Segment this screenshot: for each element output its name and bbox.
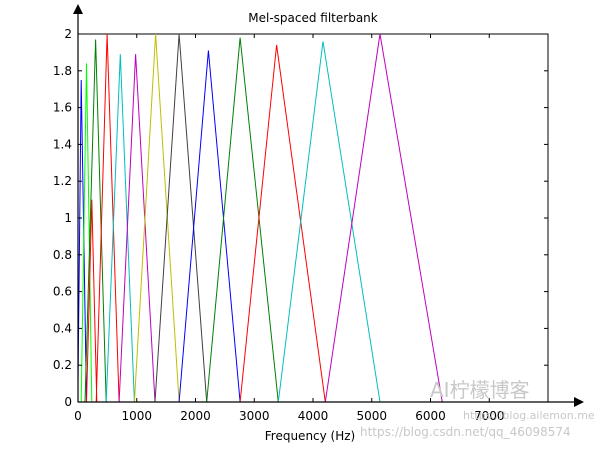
filter-curve-7 — [118, 54, 156, 403]
filter-curve-11 — [206, 37, 279, 403]
filter-curve-9 — [154, 33, 208, 403]
x-tick-label: 1000 — [121, 409, 152, 423]
y-tick-label: 1.8 — [53, 64, 72, 78]
watermark-csdn: https://blog.csdn.net/qq_46098574 — [360, 425, 571, 439]
filter-curve-10 — [178, 50, 241, 403]
filter-curve-1 — [77, 79, 87, 403]
filter-curve-2 — [80, 63, 93, 403]
x-tick-label: 5000 — [356, 409, 387, 423]
y-tick-label: 0.8 — [53, 248, 72, 262]
y-tick-label: 1.6 — [53, 101, 72, 115]
filter-curve-4 — [84, 39, 107, 403]
y-tick-label: 1.4 — [53, 137, 72, 151]
x-tick-label: 6000 — [415, 409, 446, 423]
filter-curve-13 — [277, 41, 381, 403]
y-axis-arrow — [73, 4, 83, 14]
x-tick-label: 3000 — [239, 409, 270, 423]
y-tick-label: 1 — [64, 211, 72, 225]
y-tick-label: 1.2 — [53, 174, 72, 188]
filter-curve-14 — [324, 33, 443, 403]
x-tick-label: 2000 — [180, 409, 211, 423]
y-tick-label: 0.2 — [53, 358, 72, 372]
x-tick-label: 0 — [74, 409, 82, 423]
plot-area — [77, 33, 549, 403]
x-tick-label: 7000 — [474, 409, 505, 423]
filter-curve-6 — [105, 54, 135, 403]
filter-curve-8 — [133, 33, 180, 403]
filter-curve-3 — [86, 199, 98, 403]
x-axis-arrow — [574, 397, 584, 407]
y-tick-label: 0.4 — [53, 321, 72, 335]
y-tick-label: 2 — [64, 27, 72, 41]
filter-curve-5 — [95, 33, 120, 403]
x-tick-label: 4000 — [298, 409, 329, 423]
tick-layer: 0 1000 2000 3000 4000 5000 6000 7000 0 0.2 0.4 0.6 0… — [53, 27, 548, 423]
watermark-url: https://blog.ailemon.me — [463, 409, 595, 422]
x-axis-title: Frequency (Hz) — [265, 429, 356, 443]
filter-curve-12 — [239, 44, 326, 403]
y-tick-label: 0.6 — [53, 285, 72, 299]
y-tick-label: 0 — [64, 395, 72, 409]
watermark-logo: AI柠檬博客 — [430, 378, 530, 402]
series-layer — [77, 33, 443, 403]
chart-title: Mel-spaced filterbank — [248, 11, 378, 25]
